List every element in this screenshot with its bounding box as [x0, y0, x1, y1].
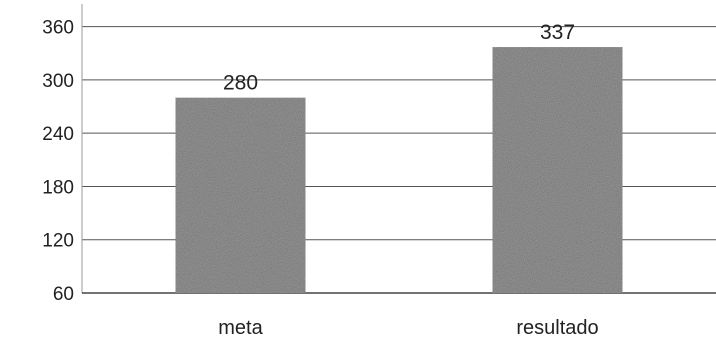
y-tick-label-300: 300 — [42, 71, 74, 92]
x-tick-label-resultado: resultado — [516, 317, 598, 339]
y-tick-label-180: 180 — [42, 177, 74, 198]
bars — [175, 47, 623, 294]
y-tick-label-360: 360 — [42, 18, 74, 39]
data-label-resultado: 337 — [540, 21, 575, 44]
bar-resultado — [492, 47, 623, 294]
bar-meta — [175, 97, 306, 294]
data-label-meta: 280 — [223, 72, 258, 95]
labels: 60 120 180 240 300 360 280 meta 337 resultado — [42, 18, 598, 339]
y-tick-label-120: 120 — [42, 231, 74, 252]
y-tick-label-240: 240 — [42, 124, 74, 145]
x-tick-label-meta: meta — [218, 317, 263, 339]
y-tick-label-60: 60 — [53, 284, 74, 305]
